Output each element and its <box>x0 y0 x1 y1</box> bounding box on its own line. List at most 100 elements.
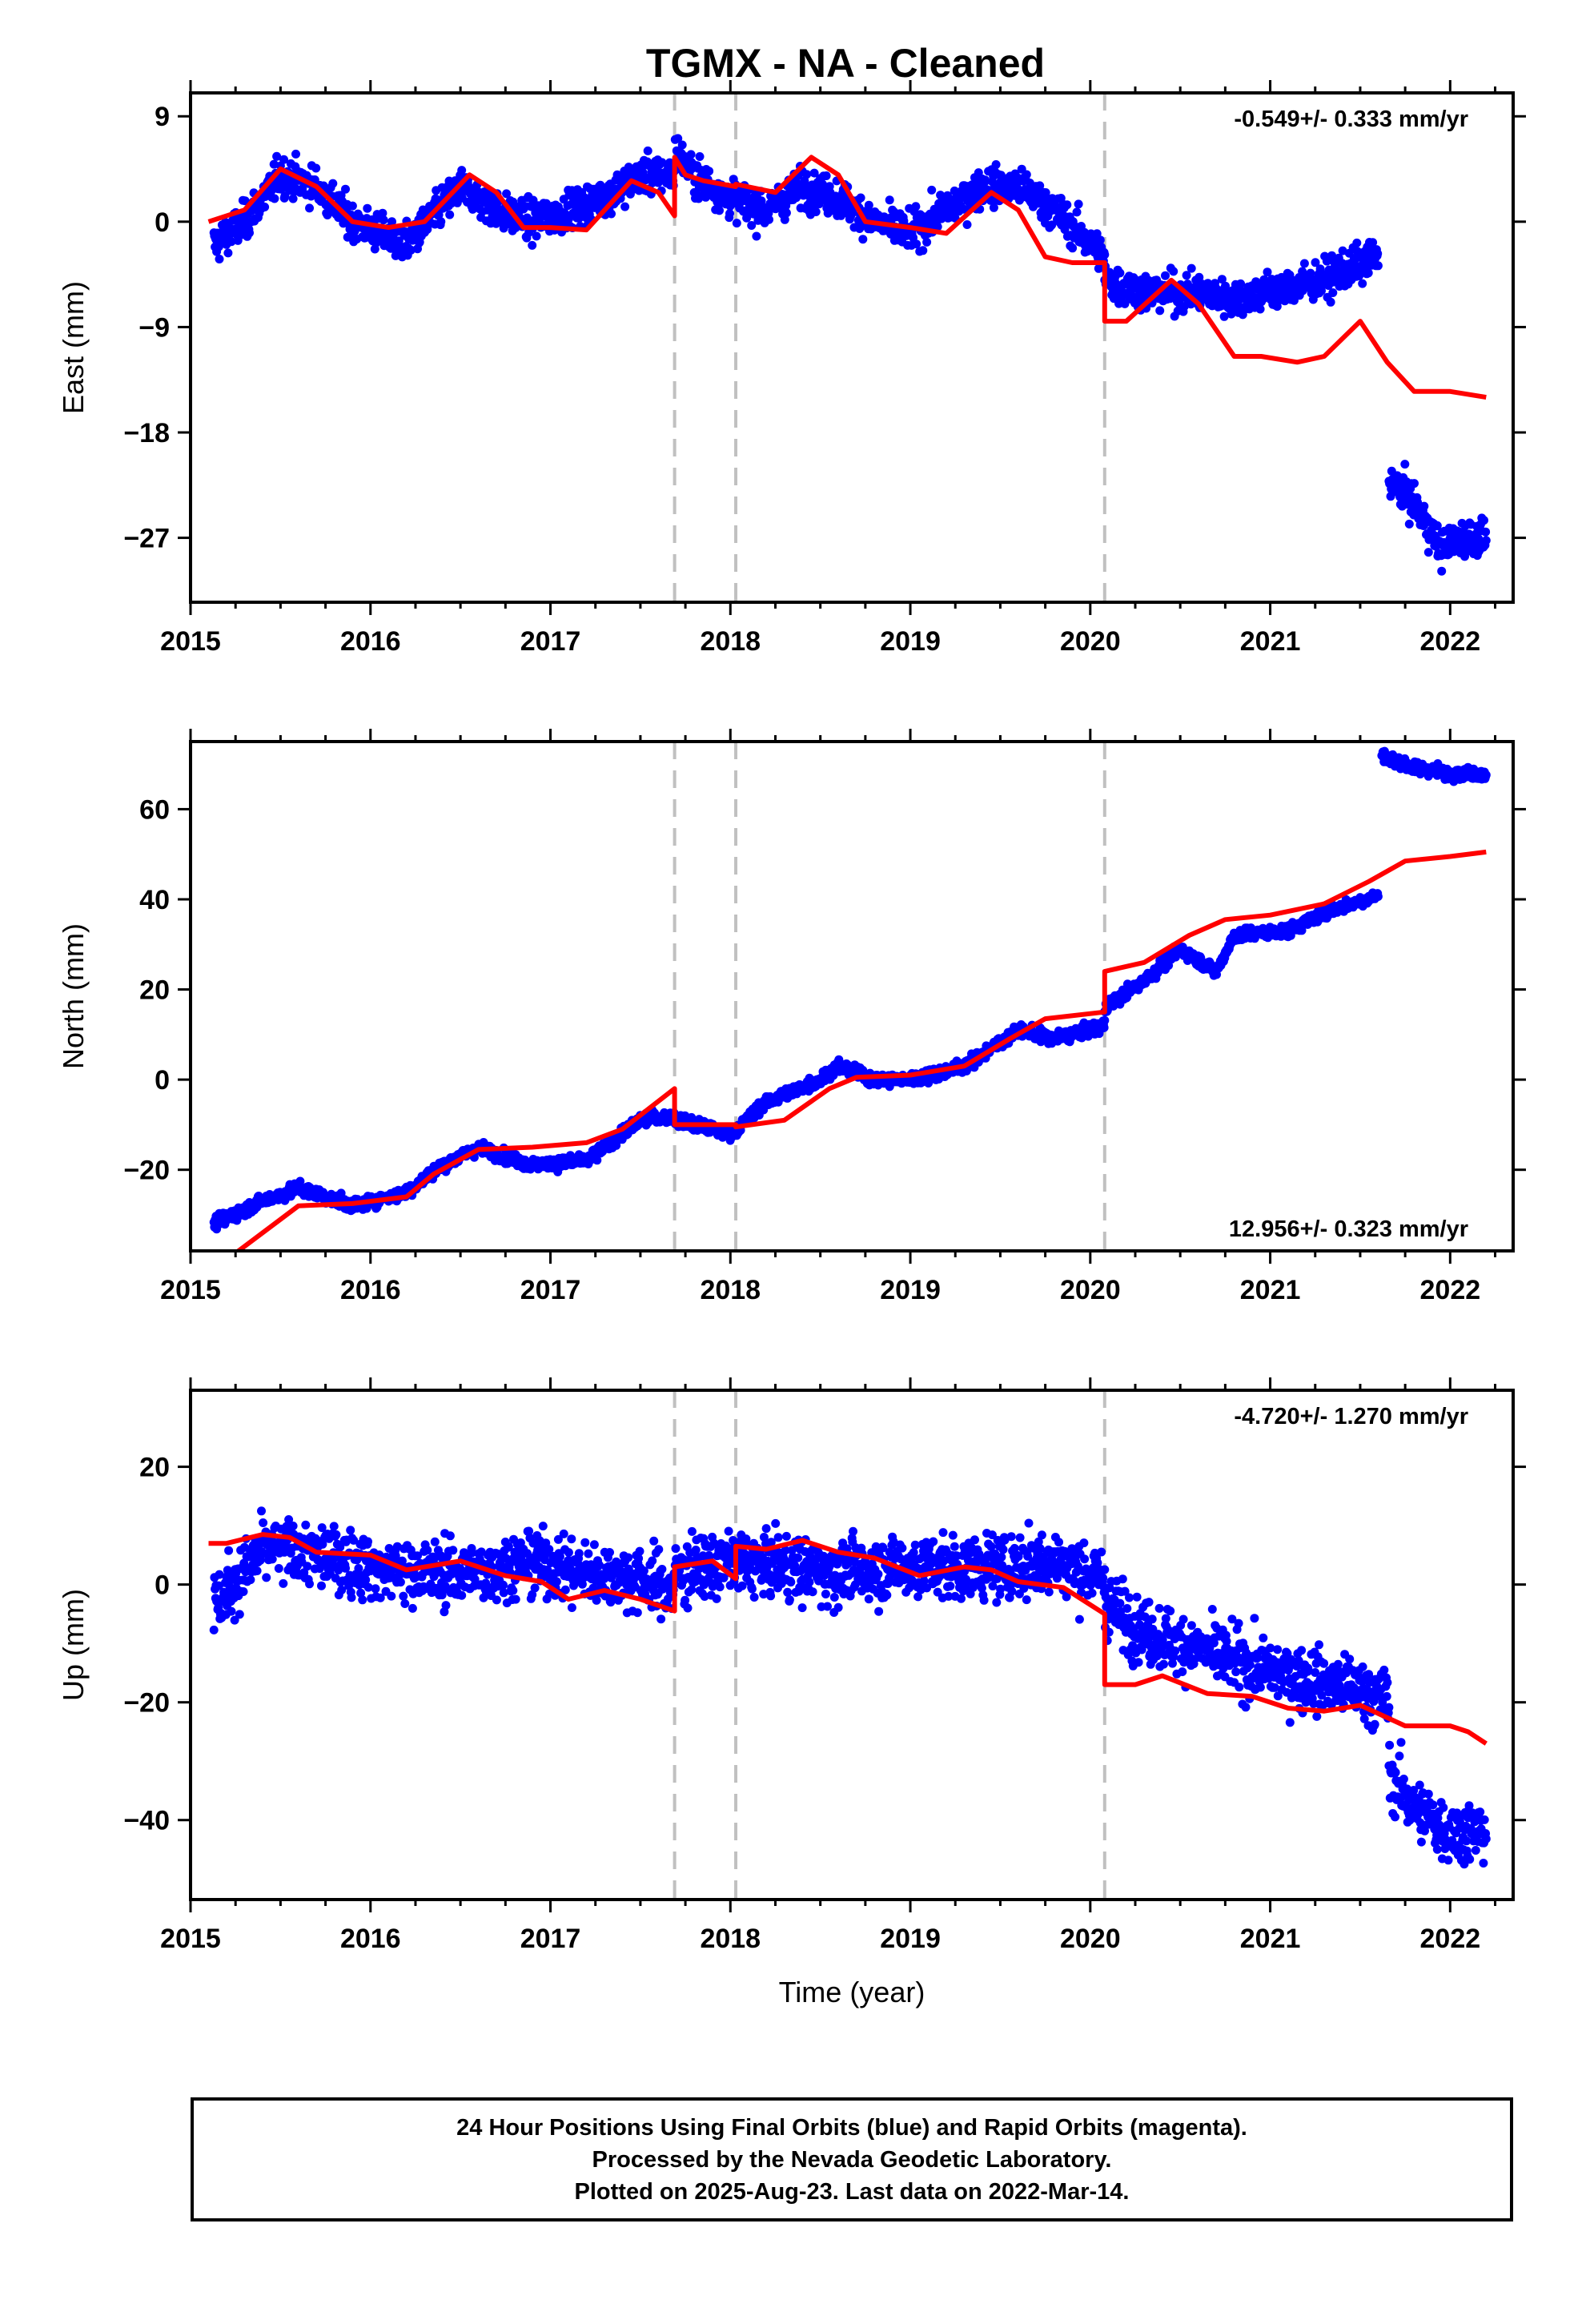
plot-area <box>207 93 1491 602</box>
position-point <box>858 235 868 244</box>
position-point <box>864 200 873 210</box>
position-point <box>821 171 831 180</box>
position-point <box>620 202 630 211</box>
x-tick-label: 2021 <box>1240 626 1301 657</box>
position-point <box>781 208 791 218</box>
position-point <box>260 203 270 211</box>
position-point <box>1221 281 1230 291</box>
position-point <box>328 179 338 188</box>
model-line <box>234 849 1487 1251</box>
position-point <box>305 203 314 213</box>
x-tick-label: 2018 <box>700 1275 761 1305</box>
position-point <box>224 1546 234 1555</box>
position-point <box>1095 235 1105 245</box>
position-point <box>802 170 812 179</box>
position-point <box>235 1610 244 1619</box>
position-point <box>677 140 687 150</box>
position-point <box>387 217 396 227</box>
position-point <box>911 202 921 211</box>
position-point <box>230 1615 239 1625</box>
position-point <box>1099 1023 1109 1032</box>
x-tick-label: 2018 <box>700 626 761 657</box>
position-point <box>856 193 865 203</box>
position-point <box>288 194 298 203</box>
position-point <box>1255 304 1265 314</box>
panel-2: 2015 2016 2017 2018 2019 2020 2021 20226040200−… <box>57 729 1526 1305</box>
position-point <box>1352 238 1362 247</box>
position-point <box>284 1515 294 1524</box>
position-point <box>1373 249 1383 259</box>
position-point <box>686 150 696 159</box>
position-point <box>532 231 541 241</box>
model-line <box>207 155 1487 400</box>
position-point <box>1437 566 1447 576</box>
y-tick-label: 20 <box>139 975 170 1006</box>
position-point <box>1035 181 1045 191</box>
position-point <box>363 203 372 213</box>
y-tick-label: 9 <box>155 102 170 132</box>
position-point <box>643 146 652 155</box>
x-tick-label: 2021 <box>1240 1275 1301 1305</box>
position-point <box>239 1587 248 1596</box>
position-point <box>1169 267 1178 276</box>
position-point <box>1100 1015 1110 1025</box>
position-point <box>227 1606 236 1616</box>
position-point <box>502 189 512 199</box>
position-point <box>1373 261 1383 271</box>
position-point <box>1186 263 1196 273</box>
x-tick-label: 2016 <box>340 1275 401 1305</box>
position-point <box>262 1573 271 1582</box>
plot-area <box>209 742 1491 1251</box>
position-point <box>765 215 773 224</box>
position-point <box>272 151 282 161</box>
position-point <box>725 209 734 219</box>
position-point <box>1481 527 1491 537</box>
position-point <box>1432 521 1442 530</box>
velocity-rate-label: -0.549+/- 0.333 mm/yr <box>1234 107 1468 132</box>
position-point <box>436 217 446 227</box>
position-point <box>927 185 937 195</box>
position-point <box>1423 548 1433 557</box>
position-point <box>747 221 757 230</box>
position-point <box>1326 297 1335 307</box>
position-point <box>1155 306 1165 316</box>
x-tick-label: 2022 <box>1420 626 1481 657</box>
y-tick-label: 0 <box>155 1065 170 1096</box>
position-point <box>780 215 789 224</box>
y-tick-label: −27 <box>123 524 170 554</box>
position-point <box>596 180 605 190</box>
x-tick-label: 2017 <box>520 626 581 657</box>
position-point <box>695 152 705 161</box>
plot-frame <box>189 740 1515 1252</box>
x-tick-label: 2015 <box>160 626 221 657</box>
x-tick-label: 2015 <box>160 1275 221 1305</box>
figure-title: TGMX - NA - Cleaned <box>646 41 1045 86</box>
daily-positions-series <box>209 746 1491 1234</box>
position-point <box>240 196 250 206</box>
position-point <box>715 206 724 215</box>
position-point <box>434 210 444 219</box>
position-point <box>1068 243 1078 253</box>
position-point <box>809 168 819 178</box>
position-point <box>274 1564 283 1573</box>
position-point <box>1182 271 1191 280</box>
position-point <box>592 1156 602 1165</box>
position-point <box>989 203 998 212</box>
position-point <box>752 231 761 241</box>
position-point <box>252 1566 262 1575</box>
x-tick-label: 2019 <box>880 626 941 657</box>
position-point <box>1236 279 1246 288</box>
position-point <box>259 1518 268 1527</box>
position-point <box>245 228 254 238</box>
position-point <box>295 1176 305 1186</box>
position-point <box>1120 299 1130 308</box>
daily-positions-series <box>209 1506 1491 1869</box>
position-point <box>1311 258 1320 267</box>
plot-area <box>208 1390 1491 1900</box>
position-point <box>1072 207 1082 217</box>
y-axis-label: East (mm) <box>57 281 90 414</box>
panel-1: 2015 2016 2017 2018 2019 2020 2021 202290−9−18−… <box>57 80 1526 657</box>
position-point <box>732 219 741 228</box>
position-point <box>257 1506 266 1516</box>
